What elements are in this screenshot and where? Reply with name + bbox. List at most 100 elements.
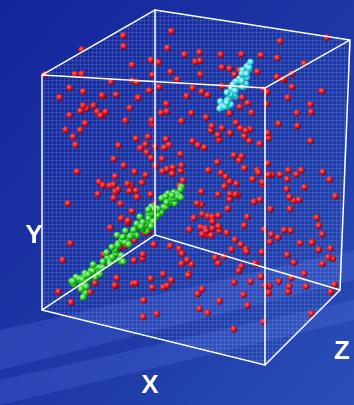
point (67, 239, 74, 247)
point (215, 212, 222, 220)
point (189, 137, 197, 145)
point (232, 119, 240, 127)
point (149, 284, 156, 291)
point (135, 94, 142, 102)
point (290, 259, 298, 266)
point (188, 109, 196, 117)
point (228, 246, 236, 253)
point (326, 176, 334, 184)
point (193, 200, 201, 207)
point (168, 192, 176, 199)
point (99, 181, 107, 189)
point (184, 256, 191, 264)
point (196, 305, 204, 313)
point (260, 318, 267, 326)
point (132, 135, 140, 142)
point (115, 142, 122, 149)
point (167, 68, 175, 76)
point (284, 94, 292, 102)
point (183, 92, 191, 100)
point (256, 196, 264, 204)
point (110, 181, 117, 189)
point (80, 102, 87, 109)
point (73, 168, 81, 176)
point (214, 260, 222, 267)
point (114, 186, 122, 193)
point (91, 279, 99, 287)
point (268, 231, 276, 238)
point (204, 91, 212, 99)
point (315, 246, 323, 254)
point (155, 58, 163, 66)
point (319, 230, 326, 238)
point (163, 198, 171, 206)
point (111, 173, 119, 180)
data-points (41, 27, 339, 333)
point (138, 179, 146, 187)
point (238, 50, 246, 58)
point (198, 285, 206, 293)
point (221, 183, 229, 190)
point (102, 108, 110, 116)
point (293, 170, 300, 178)
point (258, 248, 266, 256)
point (281, 226, 288, 234)
point (243, 248, 251, 256)
point (166, 242, 174, 250)
point (226, 129, 234, 137)
point (128, 61, 136, 69)
point (197, 70, 205, 78)
point (237, 124, 245, 132)
point (77, 285, 85, 293)
point (162, 135, 170, 143)
point (147, 190, 155, 198)
point (77, 126, 84, 134)
point (214, 158, 221, 166)
point (99, 258, 107, 265)
point (106, 260, 114, 267)
point (216, 297, 224, 305)
point (239, 94, 246, 102)
point (147, 222, 155, 230)
point (128, 207, 136, 215)
point (319, 168, 327, 176)
point (155, 83, 163, 91)
point (307, 137, 314, 145)
point (244, 302, 252, 309)
point (231, 87, 239, 95)
point (196, 49, 204, 56)
point (66, 84, 74, 92)
point (264, 160, 272, 168)
z-axis-label: Z (334, 335, 350, 365)
point (140, 313, 147, 321)
point (90, 102, 98, 109)
point (296, 239, 304, 247)
point (71, 70, 79, 78)
point (67, 298, 75, 306)
point (178, 117, 186, 125)
point (177, 150, 185, 158)
point (240, 291, 248, 298)
point (327, 245, 334, 252)
point (120, 32, 127, 40)
point (186, 226, 193, 233)
point (179, 177, 187, 184)
point (59, 256, 67, 264)
point (230, 325, 238, 333)
point (194, 290, 202, 298)
point (214, 191, 222, 198)
point (265, 171, 272, 179)
point (267, 205, 274, 213)
point (188, 261, 196, 268)
point (81, 119, 89, 127)
point (126, 187, 134, 195)
point (55, 288, 62, 296)
point (157, 109, 165, 117)
point (89, 261, 97, 268)
point (241, 133, 248, 140)
point (132, 187, 140, 195)
point (147, 154, 155, 162)
point (235, 267, 243, 275)
point (178, 260, 186, 268)
